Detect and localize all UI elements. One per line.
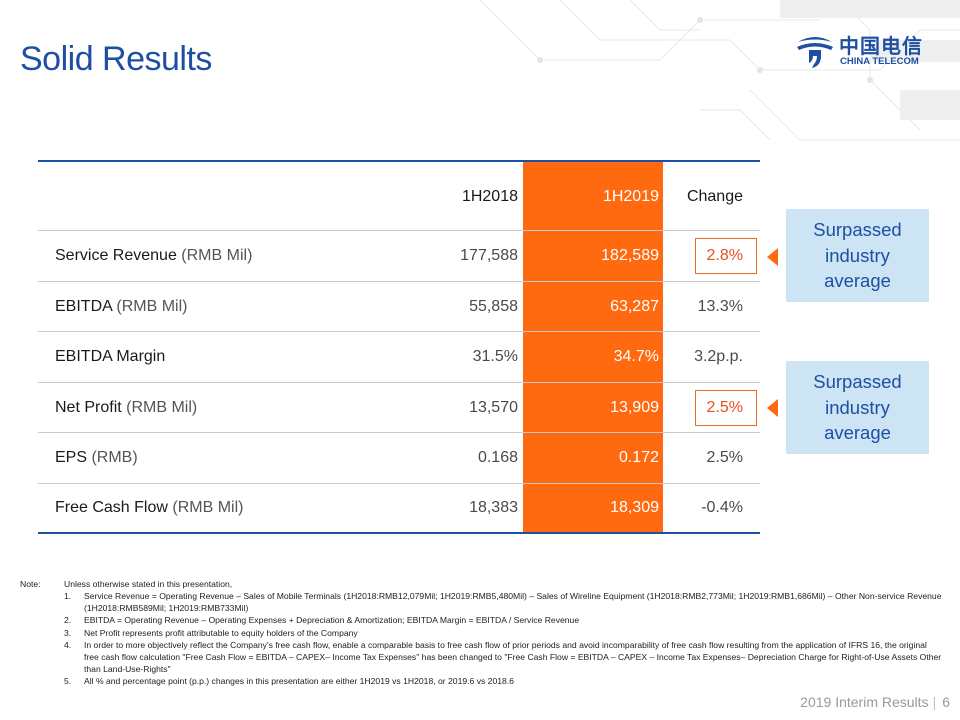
highlight-column-1h2019 xyxy=(523,160,663,534)
value-change: 2.8% xyxy=(706,247,743,264)
page-title: Solid Results xyxy=(20,40,212,78)
table-header-row: 1H2018 1H2019 Change xyxy=(38,172,760,222)
callout-pointer-icon xyxy=(767,248,778,266)
table-top-border xyxy=(38,160,760,162)
note-item: 5. All % and percentage point (p.p.) chan… xyxy=(64,676,514,687)
row-label: Service Revenue (RMB Mil) xyxy=(55,247,253,264)
table-row: Service Revenue (RMB Mil) 177,588 182,58… xyxy=(38,231,760,281)
footer-section: 2019 Interim Results xyxy=(800,694,929,710)
table-bottom-border xyxy=(38,532,760,534)
note-item: 2. EBITDA = Operating Revenue – Operating… xyxy=(64,615,580,626)
value-change: 2.5% xyxy=(706,449,743,466)
value-1h2019: 63,287 xyxy=(610,298,659,315)
table-divider xyxy=(38,230,760,231)
value-1h2019: 34.7% xyxy=(613,348,659,365)
notes-intro: Unless otherwise stated in this presenta… xyxy=(64,579,233,589)
callout-pointer-icon xyxy=(767,399,778,417)
table-row: EBITDA Margin 31.5% 34.7% 3.2p.p. xyxy=(38,332,760,382)
header-1h2018: 1H2018 xyxy=(461,188,518,205)
table-divider xyxy=(38,483,760,484)
value-1h2018: 13,570 xyxy=(469,399,518,416)
highlight-box xyxy=(695,238,757,274)
row-label: Free Cash Flow (RMB Mil) xyxy=(55,499,244,516)
row-label: Net Profit (RMB Mil) xyxy=(55,399,198,416)
value-1h2019: 13,909 xyxy=(610,399,659,416)
value-1h2019: 0.172 xyxy=(618,449,659,466)
header-change: Change xyxy=(686,188,743,205)
note-item: 4. In order to more objectively reflect t… xyxy=(64,639,942,675)
value-1h2018: 18,383 xyxy=(469,499,518,516)
table-row: EBITDA (RMB Mil) 55,858 63,287 13.3% xyxy=(38,282,760,332)
value-change: 2.5% xyxy=(706,399,743,416)
row-label: EBITDA (RMB Mil) xyxy=(55,298,188,315)
value-change: -0.4% xyxy=(701,499,743,516)
table-row: Free Cash Flow (RMB Mil) 18,383 18,309 -… xyxy=(38,483,760,533)
highlight-box xyxy=(695,390,757,426)
value-1h2019: 18,309 xyxy=(610,499,659,516)
header-1h2019: 1H2019 xyxy=(602,188,659,205)
value-change: 3.2p.p. xyxy=(694,348,743,365)
logo-chinese-text: 中国电信 xyxy=(839,36,923,58)
table-divider xyxy=(38,281,760,282)
note-item: 1. Service Revenue = Operating Revenue – … xyxy=(64,591,942,614)
table-row: EPS (RMB) 0.168 0.172 2.5% xyxy=(38,433,760,483)
notes-list: 1. Service Revenue = Operating Revenue – … xyxy=(64,590,944,688)
footer-separator: | xyxy=(932,694,937,710)
value-change: 13.3% xyxy=(697,298,743,315)
value-1h2018: 55,858 xyxy=(469,298,518,315)
logo-english-text: CHINA TELECOM xyxy=(840,56,919,67)
value-1h2019: 182,589 xyxy=(601,247,659,264)
row-label: EPS (RMB) xyxy=(55,449,138,466)
note-item: 3. Net Profit represents profit attributa… xyxy=(64,627,358,638)
results-table: 1H2018 1H2019 Change Service Revenue (RM… xyxy=(38,160,760,534)
slide-footer: 2019 Interim Results | 6 xyxy=(800,694,950,710)
china-telecom-logo: 中国电信 CHINA TELECOM xyxy=(795,30,935,70)
callout-surpassed-industry: Surpassed industry average xyxy=(786,361,929,454)
value-1h2018: 31.5% xyxy=(472,348,518,365)
value-1h2018: 0.168 xyxy=(477,449,518,466)
table-row: Net Profit (RMB Mil) 13,570 13,909 2.5% xyxy=(38,383,760,433)
table-divider xyxy=(38,331,760,332)
table-divider xyxy=(38,432,760,433)
row-label: EBITDA Margin xyxy=(55,348,166,365)
page-number: 6 xyxy=(942,694,950,710)
notes-label: Note: xyxy=(20,579,41,589)
china-telecom-logo-icon xyxy=(797,37,833,68)
background-circuit-pattern xyxy=(479,0,960,141)
value-1h2018: 177,588 xyxy=(460,247,518,264)
table-divider xyxy=(38,382,760,383)
callout-surpassed-industry: Surpassed industry average xyxy=(786,209,929,302)
